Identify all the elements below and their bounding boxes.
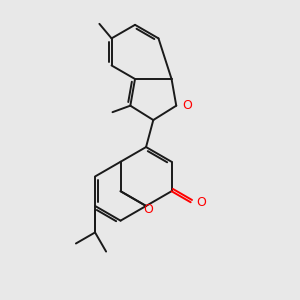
Text: O: O	[196, 196, 206, 209]
Text: O: O	[182, 99, 192, 112]
Text: O: O	[143, 203, 153, 216]
